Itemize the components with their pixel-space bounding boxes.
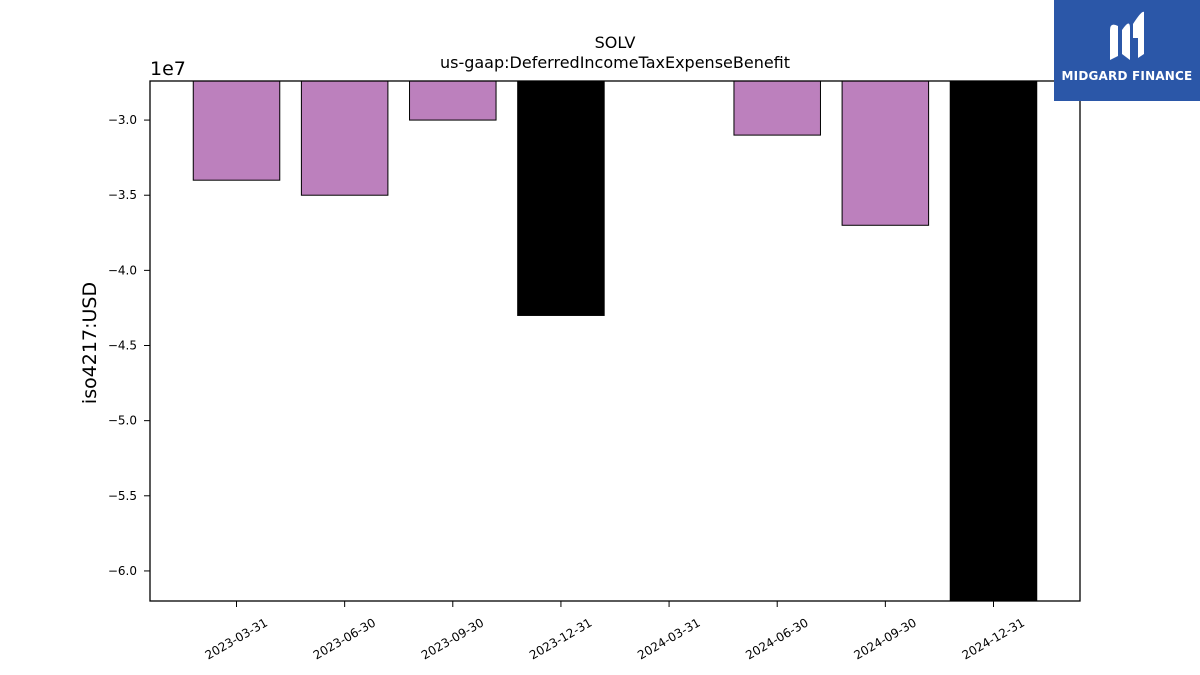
y-tick-label: −4.5 [108, 339, 137, 353]
bar-2024-09-30 [841, 80, 930, 226]
x-tick-label: 2024-12-31 [960, 615, 1027, 662]
x-ticks-group: 2023-03-31 2023-06-30 2023-09-30 2023-12-31… [203, 601, 1027, 662]
x-tick-label: 2023-09-30 [419, 615, 486, 662]
x-tick-label: 2023-12-31 [527, 615, 594, 662]
y-tick-label: −5.5 [108, 489, 137, 503]
x-tick-label: 2024-03-31 [635, 615, 702, 662]
x-tick-label: 2024-06-30 [743, 615, 810, 662]
y-ticks-group: −3.0 −3.5 −4.0 −4.5 −5.0 −5.5 −6.0 [108, 113, 150, 578]
x-tick-label: 2023-03-31 [203, 615, 270, 662]
bar-2024-06-30 [733, 80, 821, 136]
bar-2024-12-31 [949, 80, 1038, 602]
y-tick-label: −5.0 [108, 414, 137, 428]
bar-2023-12-31 [517, 80, 605, 316]
chart-subtitle: us-gaap:DeferredIncomeTaxExpenseBenefit [440, 53, 790, 72]
y-tick-label: −3.0 [108, 113, 137, 127]
logo-mark-icon [1110, 11, 1144, 61]
x-tick-label: 2024-09-30 [851, 615, 918, 662]
x-tick-label: 2023-06-30 [311, 615, 378, 662]
y-tick-label: −3.5 [108, 188, 137, 202]
y-offset-label: 1e7 [150, 58, 186, 80]
bar-2023-06-30 [300, 80, 389, 196]
y-axis-label: iso4217:USD [79, 282, 101, 404]
bars-group [192, 80, 1038, 602]
logo-text: MIDGARD FINANCE [1061, 69, 1193, 83]
y-tick-label: −4.0 [108, 263, 137, 277]
plot-frame [149, 80, 1081, 602]
brand-logo: MIDGARD FINANCE [1054, 0, 1200, 101]
bar-2023-03-31 [192, 80, 281, 181]
y-tick-label: −6.0 [108, 564, 137, 578]
chart-title: SOLV [595, 33, 636, 52]
bar-2023-09-30 [409, 80, 497, 121]
